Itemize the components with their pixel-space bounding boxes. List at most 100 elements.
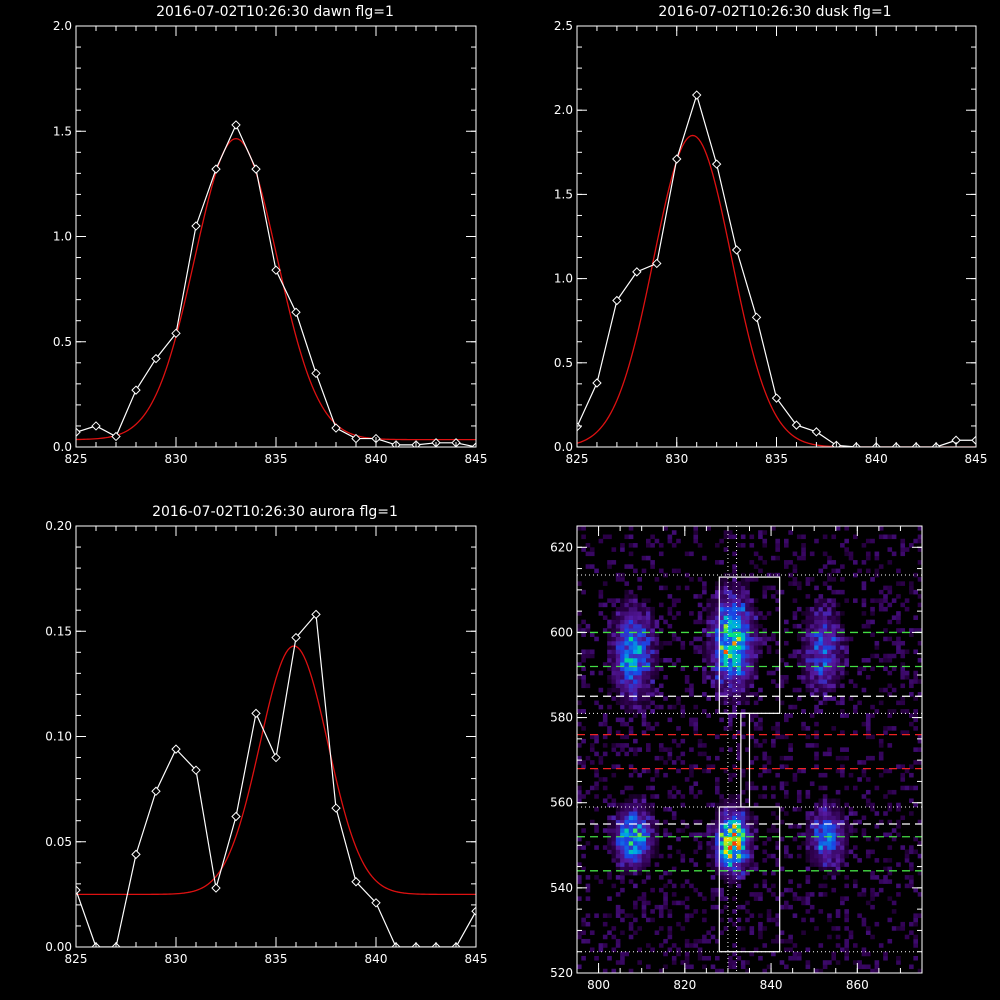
- image-pixel: [693, 649, 699, 655]
- image-pixel: [736, 602, 742, 608]
- image-pixel: [581, 930, 586, 935]
- image-pixel: [706, 828, 711, 833]
- image-pixel: [646, 900, 651, 906]
- image-pixel: [835, 615, 841, 620]
- image-pixel: [835, 819, 841, 825]
- image-pixel: [887, 896, 893, 901]
- image-pixel: [723, 866, 729, 872]
- image-pixel: [615, 670, 621, 676]
- image-pixel: [615, 841, 621, 846]
- image-pixel: [637, 802, 642, 808]
- image-pixel: [693, 726, 699, 731]
- image-pixel: [624, 602, 630, 608]
- image-pixel: [615, 811, 621, 816]
- image-pixel: [702, 896, 707, 901]
- image-pixel: [753, 645, 759, 650]
- image-pixel: [637, 692, 642, 697]
- image-pixel: [620, 858, 625, 863]
- image-pixel: [706, 649, 711, 655]
- image-pixel: [667, 926, 673, 931]
- image-pixel: [607, 679, 612, 684]
- image-pixel: [633, 662, 638, 667]
- dusk-x-tick-label: 825: [566, 452, 589, 466]
- image-pixel: [745, 841, 750, 846]
- image-pixel: [753, 636, 759, 642]
- image-pixel: [589, 564, 595, 569]
- image-pixel: [607, 560, 612, 565]
- image-pixel: [827, 598, 832, 603]
- image-pixel: [809, 687, 815, 693]
- image-pixel: [827, 815, 832, 821]
- image-pixel: [814, 841, 819, 846]
- image-pixel: [805, 892, 811, 897]
- image-pixel: [589, 632, 595, 637]
- image-pixel: [732, 870, 737, 876]
- image-pixel: [788, 904, 793, 910]
- image-pixel: [818, 623, 824, 629]
- image-pixel: [913, 943, 918, 948]
- image-pixel: [641, 721, 647, 727]
- image-pixel: [857, 700, 862, 706]
- image-pixel: [723, 849, 729, 855]
- image-pixel: [883, 606, 888, 612]
- image-pixel: [732, 649, 737, 655]
- image-pixel: [628, 611, 634, 616]
- image-pixel: [835, 960, 841, 965]
- image-pixel: [706, 824, 711, 829]
- image-pixel: [589, 734, 595, 740]
- image-pixel: [870, 713, 875, 718]
- image-pixel: [620, 666, 625, 672]
- image-pixel: [861, 768, 867, 774]
- image-pixel: [624, 687, 630, 693]
- image-pixel: [646, 768, 651, 774]
- image-pixel: [680, 645, 686, 650]
- image-pixel: [624, 675, 630, 680]
- image-pixel: [788, 947, 793, 953]
- image-pixel: [650, 692, 655, 697]
- image-pixel: [641, 619, 647, 625]
- image-pixel: [620, 951, 625, 957]
- image-pixel: [736, 675, 742, 680]
- image-pixel: [628, 798, 634, 804]
- image-pixel: [900, 764, 906, 769]
- image-pixel: [723, 815, 729, 821]
- image-pixel: [676, 598, 681, 603]
- image-pixel: [796, 955, 802, 961]
- image-pixel: [715, 866, 720, 872]
- image-pixel: [727, 841, 733, 846]
- image-pixel: [719, 747, 724, 752]
- image-pixel: [891, 687, 897, 693]
- image-pixel: [624, 606, 630, 612]
- image-pixel: [745, 845, 750, 850]
- image-pixel: [620, 653, 625, 659]
- image-pixel: [822, 606, 828, 612]
- image-pixel: [641, 598, 647, 603]
- dusk-fit-curve: [577, 134, 976, 447]
- image-pixel: [891, 900, 897, 906]
- image-pixel: [896, 611, 901, 616]
- image-pixel: [650, 687, 655, 693]
- image-pixel: [827, 853, 832, 859]
- image-pixel: [628, 670, 634, 676]
- image-pixel: [654, 657, 660, 663]
- image-pixel: [917, 640, 922, 646]
- image-pixel: [814, 802, 819, 808]
- image-pixel: [736, 666, 742, 672]
- image-pixel: [719, 538, 724, 544]
- image-pixel: [909, 683, 914, 689]
- image-pixel: [719, 683, 724, 689]
- image-pixel: [805, 947, 811, 953]
- image-pixel: [736, 632, 742, 637]
- image-pixel: [727, 653, 733, 659]
- image-pixel: [740, 640, 746, 646]
- image-pixel: [620, 615, 625, 620]
- image-pixel: [796, 896, 802, 901]
- image-pixel: [736, 594, 742, 599]
- image-pixel: [658, 913, 664, 918]
- image-pixel: [633, 679, 638, 684]
- image-pixel: [809, 640, 815, 646]
- image-pixel: [637, 832, 642, 838]
- image-pixel: [624, 534, 630, 540]
- image-pixel: [878, 598, 884, 603]
- image-pixel: [624, 870, 630, 876]
